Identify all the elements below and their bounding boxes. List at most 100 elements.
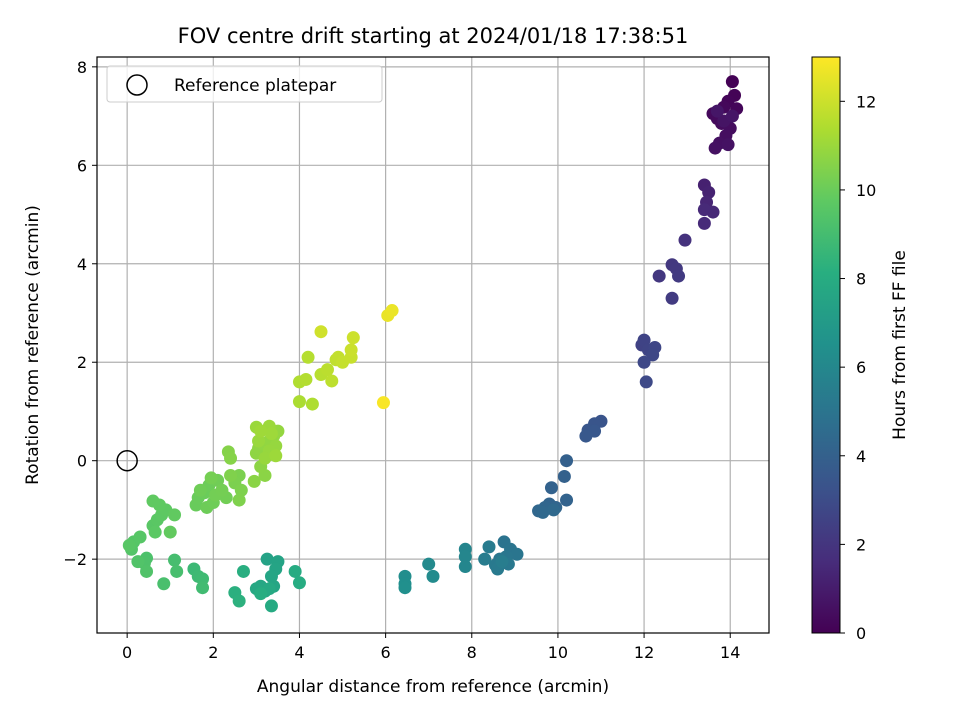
data-point [721,138,735,152]
data-point [665,291,679,305]
data-point [478,552,492,566]
data-point [157,577,171,591]
data-point [204,471,218,485]
data-point [131,555,145,569]
colorbar-label: Hours from first FF file [890,250,910,440]
data-point [264,569,278,583]
data-point [385,304,399,318]
y-tick-label: 6 [77,156,87,175]
data-point [299,372,313,386]
data-point [252,434,266,448]
colorbar-tick-label: 12 [856,92,876,111]
data-point [325,374,339,388]
legend-marker [126,74,148,96]
y-tick-label: 2 [77,353,87,372]
data-point [314,325,328,339]
data-point [426,569,440,583]
data-point [579,429,593,443]
colorbar-tick-label: 4 [856,447,866,466]
data-point [122,538,136,552]
x-tick-label: 8 [467,643,477,662]
data-point [560,493,574,507]
colorbar-tick-label: 2 [856,535,866,554]
colorbar-tick-label: 6 [856,358,866,377]
data-point [725,75,739,89]
data-point [637,333,651,347]
data-point [560,454,574,468]
y-tick-label: 4 [77,255,87,274]
y-axis-label: Rotation from reference (arcmin) [23,205,43,485]
data-point [652,269,666,283]
data-point [320,363,334,377]
data-point [292,395,306,409]
data-point [236,564,250,578]
data-point [258,451,272,465]
data-point [305,397,319,411]
data-point [168,553,182,567]
data-point [292,576,306,590]
data-point [133,530,147,544]
y-tick-label: 0 [77,452,87,471]
data-point [344,343,358,357]
data-point [637,355,651,369]
data-point [264,599,278,613]
data-point [247,474,261,488]
data-point [170,564,184,578]
data-point [234,483,248,497]
x-tick-label: 6 [381,643,391,662]
data-point [260,552,274,566]
x-tick-label: 0 [122,643,132,662]
data-point [224,451,238,465]
x-tick-label: 14 [720,643,740,662]
reference-marker-group [116,449,138,472]
x-axis-ticks: 0 2 4 6 8 10 12 14 [122,633,740,662]
data-point [168,508,182,522]
data-point [422,557,436,571]
data-point [547,503,561,517]
colorbar-ticks: 0 2 4 6 8 10 12 [840,92,876,643]
data-point [232,594,246,608]
legend-label: Reference platepar [174,76,336,96]
data-point [557,469,571,483]
colorbar-tick-label: 0 [856,624,866,643]
data-point [376,396,390,410]
data-point [196,581,210,595]
x-tick-label: 4 [294,643,304,662]
data-point [215,483,229,497]
data-point [672,269,686,283]
data-point [163,525,177,539]
data-point [482,540,496,554]
data-point [224,468,238,482]
data-point [140,564,154,578]
y-tick-label: −2 [63,550,87,569]
data-point [536,505,550,519]
colorbar-tick-label: 10 [856,181,876,200]
reference-marker [116,449,138,472]
data-point [458,560,472,574]
data-point [148,525,162,539]
data-point [697,203,711,217]
chart-title: FOV centre drift starting at 2024/01/18 … [178,24,689,48]
data-point [702,185,716,199]
data-point [301,350,315,364]
colorbar [811,56,841,634]
y-tick-label: 8 [77,58,87,77]
data-point [232,493,246,507]
data-point [254,424,268,438]
x-tick-label: 10 [548,643,568,662]
data-point [639,375,653,389]
data-point [725,109,739,123]
data-point [346,331,360,345]
data-point [254,587,268,601]
data-point [544,481,558,495]
x-tick-label: 2 [208,643,218,662]
legend-box [106,65,383,103]
x-tick-label: 12 [634,643,654,662]
data-point [398,581,412,595]
colorbar-tick-label: 8 [856,270,866,289]
data-point [269,449,283,463]
data-point [510,547,524,561]
data-point [458,550,472,564]
data-point [697,216,711,230]
